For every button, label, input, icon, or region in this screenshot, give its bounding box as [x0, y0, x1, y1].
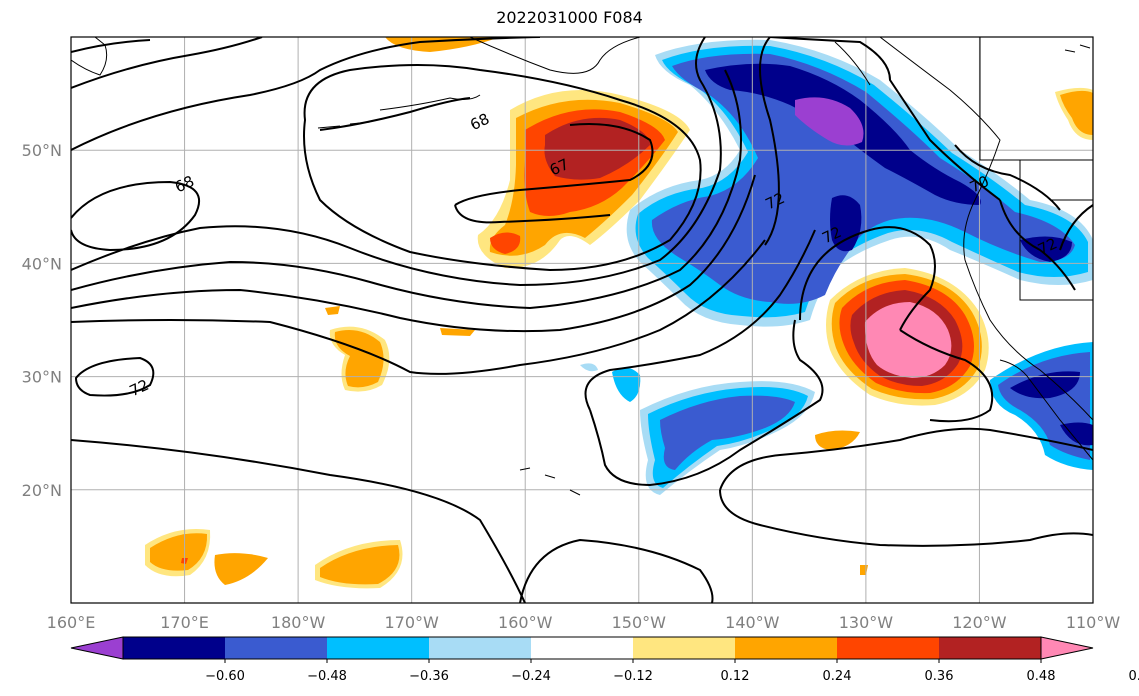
- colorbar-extend-high: [1040, 636, 1094, 660]
- colorbar-segment: [531, 637, 634, 659]
- colorbar-extend-low: [70, 636, 124, 660]
- longitude-tick-label: 130°W: [839, 613, 894, 632]
- shaded-anomalies: [145, 37, 1093, 589]
- longitude-tick-label: 170°E: [160, 613, 209, 632]
- longitude-tick-label: 110°W: [1066, 613, 1121, 632]
- colorbar-outline: [122, 636, 1042, 660]
- colorbar-segment: [939, 637, 1042, 659]
- longitude-tick-labels: 160°E 170°E 180°W 170°W 160°W 150°W 140°W 130°W…: [47, 613, 1121, 632]
- longitude-tick-label: 160°E: [47, 613, 96, 632]
- height-contours: [71, 37, 1093, 603]
- colorbar-segment: [837, 637, 940, 659]
- colorbar-tick-label: −0.24: [511, 669, 551, 684]
- latitude-tick-label: 40°N: [22, 254, 62, 273]
- longitude-tick-label: 160°W: [498, 613, 553, 632]
- latitude-tick-label: 50°N: [22, 141, 62, 160]
- colorbar-segment: [633, 637, 736, 659]
- colorbar-segment: [327, 637, 430, 659]
- colorbar-tick-labels: −0.60 −0.48 −0.36 −0.24 −0.12 0.12 0.24 0.36 0.4…: [205, 659, 1139, 684]
- colorbar-segment: [429, 637, 532, 659]
- longitude-tick-label: 150°W: [612, 613, 667, 632]
- longitude-tick-label: 120°W: [952, 613, 1007, 632]
- longitude-tick-label: 140°W: [725, 613, 780, 632]
- latitude-tick-label: 20°N: [22, 481, 62, 500]
- colorbar-tick-label: −0.12: [613, 669, 653, 684]
- map-frame: [70, 36, 1094, 604]
- map-title: 2022031000 F084: [496, 8, 643, 27]
- colorbar-tick-label: −0.60: [205, 669, 245, 684]
- colorbar-segment: [123, 637, 226, 659]
- colorbar-tick-label: 0.36: [925, 669, 954, 684]
- colorbar-tick-label: −0.36: [409, 669, 449, 684]
- colorbar-segment: [225, 637, 328, 659]
- latitude-tick-label: 30°N: [22, 368, 62, 387]
- longitude-tick-label: 180°W: [271, 613, 326, 632]
- colorbar-tick-label: −0.48: [307, 669, 347, 684]
- colorbar-tick-label: 0.24: [823, 669, 852, 684]
- colorbar: [70, 636, 1094, 660]
- latitude-tick-labels: 50°N 40°N 30°N 20°N: [22, 141, 62, 500]
- colorbar-tick-label: 0.60: [1129, 669, 1139, 684]
- coastlines: [71, 37, 1093, 496]
- colorbar-segment: [735, 637, 838, 659]
- colorbar-tick-label: 0.12: [721, 669, 750, 684]
- longitude-tick-label: 170°W: [384, 613, 439, 632]
- colorbar-tick-label: 0.48: [1027, 669, 1056, 684]
